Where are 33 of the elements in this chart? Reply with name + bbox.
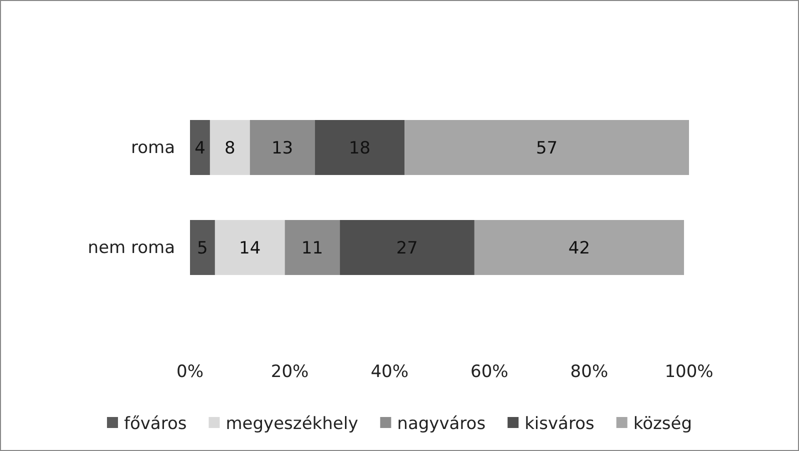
bar bbox=[404, 120, 689, 175]
bar bbox=[314, 120, 405, 175]
x-tick-label: 80% bbox=[570, 362, 608, 382]
x-tick-label: 20% bbox=[270, 362, 309, 382]
y-tick-label: nem roma bbox=[88, 238, 175, 258]
legend-label: főváros bbox=[124, 414, 187, 434]
data-label: 42 bbox=[568, 238, 590, 258]
data-label: 13 bbox=[271, 138, 294, 158]
bar bbox=[210, 120, 250, 175]
data-label: 57 bbox=[536, 138, 558, 158]
data-label: 27 bbox=[396, 238, 418, 258]
legend-label: község bbox=[633, 414, 692, 434]
data-label: 18 bbox=[348, 138, 370, 158]
legend-label: megyeszékhely bbox=[226, 414, 358, 434]
bar bbox=[190, 220, 215, 275]
bar bbox=[250, 120, 315, 175]
data-label: 4 bbox=[194, 138, 206, 158]
x-tick-label: 60% bbox=[470, 362, 508, 382]
bar bbox=[340, 220, 474, 275]
x-tick-label: 100% bbox=[664, 362, 714, 382]
x-tick-label: 40% bbox=[370, 362, 408, 382]
bar bbox=[190, 120, 210, 175]
legend-label: nagyváros bbox=[397, 414, 486, 434]
data-label: 8 bbox=[224, 138, 236, 158]
bar bbox=[214, 220, 285, 275]
legend-label: kisváros bbox=[524, 414, 594, 434]
bar bbox=[474, 220, 684, 275]
data-label: 5 bbox=[197, 238, 208, 258]
bar bbox=[284, 220, 340, 275]
x-tick-label: 0% bbox=[176, 362, 204, 382]
data-label: 11 bbox=[301, 238, 324, 258]
y-tick-label: roma bbox=[131, 138, 175, 158]
data-label: 14 bbox=[239, 238, 261, 258]
